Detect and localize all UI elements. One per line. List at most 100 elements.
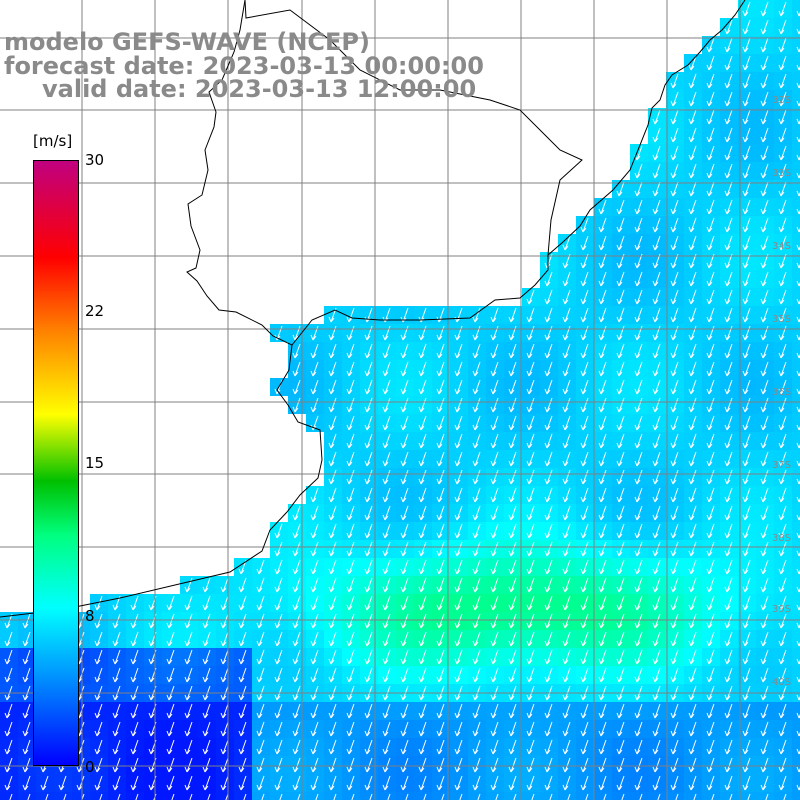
wind-arrow [742,469,751,485]
wind-arrow [742,721,751,737]
wind-cell [432,792,450,800]
wind-arrow [742,37,751,53]
wind-arrow [706,181,715,197]
wind-arrow [364,541,373,557]
wind-cell [54,792,72,800]
wind-arrow [616,343,625,359]
wind-arrow [472,757,481,773]
wind-arrow [670,433,679,449]
wind-arrow [598,595,607,611]
wind-arrow [238,595,247,611]
wind-arrow [742,235,751,251]
wind-arrow [99,793,103,800]
wind-arrow [760,775,769,791]
wind-arrow [274,757,283,773]
wind-arrow [328,487,337,503]
wind-arrow [220,739,229,755]
wind-arrow [580,721,589,737]
wind-arrow [400,361,409,377]
wind-arrow [742,163,751,179]
wind-arrow [742,433,751,449]
wind-arrow [346,631,355,647]
wind-arrow [256,631,265,647]
wind-arrow [616,721,625,737]
wind-arrow [184,739,193,755]
wind-arrow [760,721,769,737]
wind-arrow [220,631,229,647]
wind-cell [306,792,324,800]
wind-arrow [400,487,409,503]
wind-arrow [382,541,391,557]
wind-arrow [436,559,445,575]
wind-arrow [598,577,607,593]
wind-arrow [760,667,769,683]
wind-cell [90,792,108,800]
wind-arrow [580,577,589,593]
wind-arrow [202,757,211,773]
wind-arrow [562,289,571,305]
wind-arrow [292,595,301,611]
wind-arrow [400,325,409,341]
wind-arrow [652,595,661,611]
wind-arrow [652,343,661,359]
wind-arrow [742,199,751,215]
wind-arrow [634,343,643,359]
wind-cell [612,792,630,800]
wind-arrow [274,721,283,737]
wind-arrow [508,523,517,539]
wind-arrow [171,793,175,800]
wind-arrow [292,361,301,377]
title-forecast-date: forecast date: 2023-03-13 00:00:00 [4,52,484,80]
wind-arrow [490,739,499,755]
wind-cell [792,342,800,360]
wind-arrow [274,559,283,575]
wind-arrow [616,757,625,773]
wind-arrow [436,379,445,395]
wind-arrow [652,415,661,431]
wind-arrow [544,649,553,665]
wind-arrow [490,775,499,791]
wind-arrow [670,649,679,665]
wind-arrow [616,739,625,755]
wind-arrow [418,541,427,557]
wind-arrow [526,667,535,683]
wind-arrow [670,577,679,593]
wind-arrow [765,793,769,800]
colorbar-tick-30: 30 [85,151,105,169]
wind-arrow [670,541,679,557]
wind-arrow [616,397,625,413]
wind-arrow [238,739,247,755]
wind-arrow [94,775,103,791]
wind-arrow [382,469,391,485]
wind-arrow [418,523,427,539]
wind-arrow [472,613,481,629]
wind-arrow [526,469,535,485]
wind-arrow [436,595,445,611]
wind-arrow [346,667,355,683]
wind-arrow [382,631,391,647]
wind-arrow [549,793,553,800]
wind-arrow [454,739,463,755]
lat-label-32s: 32S [772,95,792,106]
wind-arrow [130,649,139,665]
wind-arrow [364,667,373,683]
wind-arrow [598,451,607,467]
wind-arrow [454,523,463,539]
wind-arrow [526,397,535,413]
wind-cell [558,792,576,800]
wind-arrow [724,361,733,377]
wind-arrow [706,109,715,125]
wind-arrow [526,415,535,431]
wind-arrow [562,559,571,575]
wind-arrow [328,613,337,629]
wind-arrow [688,127,697,143]
wind-cell [360,792,378,800]
wind-arrow [634,451,643,467]
wind-arrow [652,649,661,665]
wind-arrow [400,649,409,665]
wind-arrow [130,595,139,611]
wind-arrow [652,757,661,773]
wind-arrow [544,613,553,629]
wind-arrow [760,217,769,233]
